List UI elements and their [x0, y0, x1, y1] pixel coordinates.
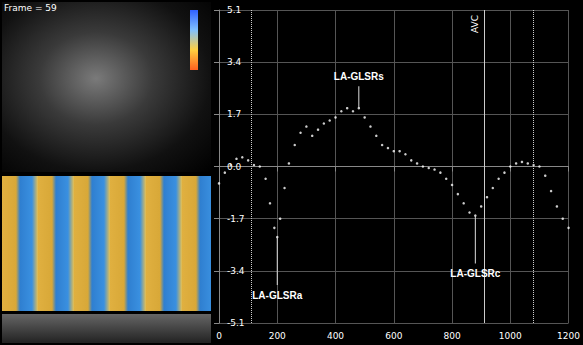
svg-text:1200: 1200	[557, 331, 580, 341]
svg-text:200: 200	[269, 331, 286, 341]
svg-text:LA-GLSRa: LA-GLSRa	[252, 290, 302, 301]
svg-text:600: 600	[385, 331, 402, 341]
html-text:Frame = 59: Frame = 59	[4, 3, 57, 13]
svg-text:-3.4: -3.4	[227, 266, 245, 276]
svg-text:3.4: 3.4	[227, 57, 242, 67]
svg-text:LA-GLSRc: LA-GLSRc	[450, 268, 500, 279]
svg-text:AVC: AVC	[470, 15, 480, 33]
svg-text:LA-GLSRs: LA-GLSRs	[334, 71, 384, 82]
svg-text:800: 800	[443, 331, 460, 341]
svg-text:1.7: 1.7	[227, 109, 241, 119]
svg-text:0.0: 0.0	[227, 162, 242, 172]
svg-text:0: 0	[216, 331, 222, 341]
svg-text:-1.7: -1.7	[227, 214, 245, 224]
svg-text:1000: 1000	[499, 331, 522, 341]
svg-text:-5.1: -5.1	[227, 318, 245, 328]
svg-text:5.1: 5.1	[227, 5, 241, 15]
svg-text:400: 400	[327, 331, 344, 341]
